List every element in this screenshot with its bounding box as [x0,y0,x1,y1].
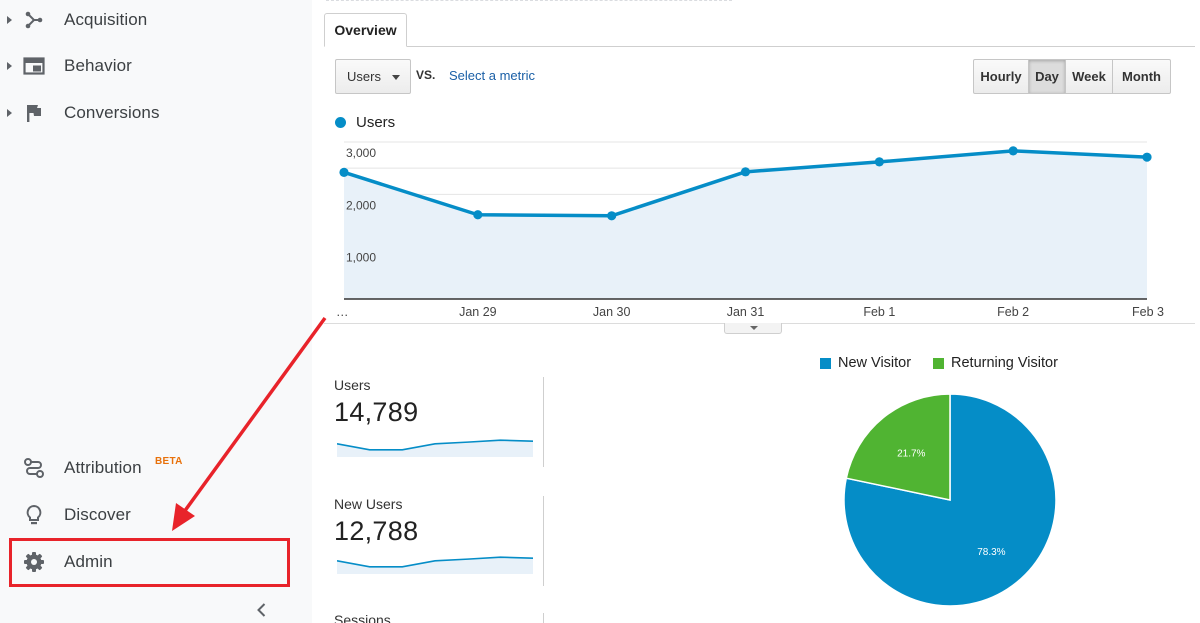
x-tick-label: Jan 30 [593,305,631,319]
expand-caret-icon[interactable] [7,62,12,70]
legend-label: Returning Visitor [951,355,1058,371]
period-hourly-button[interactable]: Hourly [974,60,1029,93]
sidebar-item-acquisition[interactable]: Acquisition [0,0,312,40]
divider [543,377,544,467]
metric-card-new-users: New Users 12,788 [334,496,548,547]
metric-card-label: New Users [334,496,403,512]
chevron-left-icon[interactable] [252,600,272,620]
metric-card-users: Users 14,789 [334,377,548,428]
y-tick-label: 1,000 [346,251,376,265]
flag-icon [22,101,46,125]
behavior-icon [22,54,46,78]
sidebar-item-attribution[interactable]: Attribution [0,448,312,488]
data-point[interactable] [473,210,483,220]
users-line [343,149,1148,218]
select-metric-link[interactable]: Select a metric [449,68,535,83]
divider [326,0,732,1]
admin-highlight-box [9,538,290,587]
metric-select-value: Users [347,69,381,84]
legend-label: Users [356,114,396,131]
divider [324,46,1195,47]
divider [543,496,544,586]
sidebar-item-discover[interactable]: Discover [0,495,312,535]
attribution-icon [22,456,46,480]
metric-card-label: Sessions [334,612,391,623]
sidebar-item-label: Discover [64,505,131,524]
data-point[interactable] [740,167,751,177]
visitor-pie-chart: 78.3% 21.7% [843,393,1057,607]
sidebar: Acquisition Behavior Conversions Attribu… [0,0,312,623]
data-point[interactable] [339,167,349,177]
acquisition-icon [22,8,46,32]
expand-caret-icon[interactable] [7,109,12,117]
sidebar-item-label: Conversions [64,103,160,122]
pie-slice-label: 21.7% [897,448,925,459]
chart-expand-toggle[interactable] [724,323,782,334]
sparkline-line [337,439,533,451]
metric-card-value: 14,789 [334,397,419,427]
sparkline-area [337,440,533,457]
sidebar-item-label: Acquisition [64,10,148,29]
sidebar-item-label: Admin [64,552,113,571]
vs-label: VS. [416,68,436,82]
period-week-button[interactable]: Week [1066,60,1113,93]
period-toggle: Hourly Day Week Month [973,59,1171,94]
sparkline-area [337,557,533,574]
users-line-chart: 1,000 2,000 3,000 … Jan 29 Jan 30 Jan 31 Feb 1 F… [336,141,1164,319]
sparkline-line [337,556,533,568]
legend-label: New Visitor [838,355,912,371]
divider [543,613,544,623]
sidebar-item-label: Attribution [64,458,142,477]
data-point[interactable] [874,157,884,167]
data-point[interactable] [1008,146,1018,156]
data-point[interactable] [607,211,617,221]
x-tick-label: Feb 2 [997,305,1029,319]
x-tick-label: Feb 3 [1132,305,1164,319]
metric-card-sessions: Sessions [334,612,548,623]
legend-swatch [820,357,831,369]
x-tick-label: … [336,305,349,319]
gear-icon [22,550,46,574]
pie-slice-returning-visitor[interactable] [845,393,951,501]
chevron-down-icon [392,75,400,80]
y-tick-label: 3,000 [346,146,376,160]
period-day-button[interactable]: Day [1029,60,1066,93]
x-tick-label: Feb 1 [863,305,895,319]
sidebar-item-label: Behavior [64,56,132,75]
x-tick-label: Jan 31 [727,305,765,319]
new-users-sparkline [337,556,533,574]
pie-legend-new-visitor: New Visitor [820,355,911,371]
tab-overview[interactable]: Overview [324,13,407,47]
metric-card-label: Users [334,377,371,393]
expand-caret-icon[interactable] [7,16,12,24]
data-point[interactable] [1142,152,1152,162]
pie-legend-returning-visitor: Returning Visitor [933,355,1058,371]
metric-select[interactable]: Users [335,59,411,94]
y-tick-label: 2,000 [346,198,376,212]
metric-card-value: 12,788 [334,516,419,546]
x-tick-label: Jan 29 [459,305,497,319]
pie-slice-label: 78.3% [977,547,1005,558]
sidebar-item-admin[interactable]: Admin [0,542,312,582]
users-area [344,150,1147,299]
users-sparkline [337,439,533,457]
legend-swatch [933,357,944,369]
sidebar-item-behavior[interactable]: Behavior [0,46,312,86]
period-month-button[interactable]: Month [1122,69,1161,84]
main-panel: Overview Users VS. Select a metric Hourl… [312,0,1200,623]
legend-swatch [335,117,346,128]
sidebar-item-conversions[interactable]: Conversions [0,93,312,133]
beta-badge: BETA [155,456,183,467]
lightbulb-icon [22,503,46,527]
